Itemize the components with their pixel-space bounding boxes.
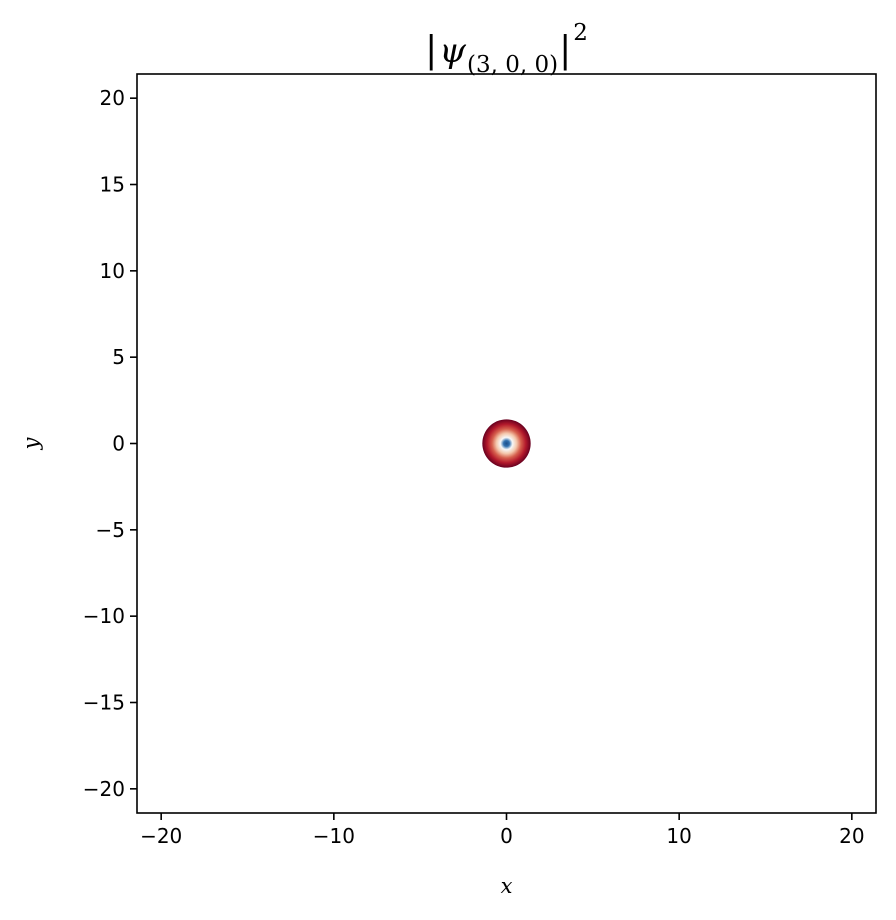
x-axis-label: x: [501, 874, 513, 898]
y-ticks: 20 15 10 5 0 −5 −10 −15 −20: [83, 86, 137, 801]
y-tick-label: −20: [83, 777, 125, 801]
x-tick-label: 20: [839, 824, 864, 848]
title-abs-bar-right: |: [559, 30, 571, 71]
y-tick-label: 0: [112, 432, 125, 456]
x-tick-label: 10: [666, 824, 691, 848]
y-tick-label: 15: [100, 173, 125, 197]
x-tick-label: −20: [140, 824, 182, 848]
x-tick-label: 0: [500, 824, 513, 848]
x-ticks: −20 −10 0 10 20: [140, 813, 865, 848]
probability-density-blob: [482, 419, 531, 468]
y-tick-label: 20: [100, 86, 125, 110]
title-psi: ψ: [439, 31, 466, 71]
x-tick-label: −10: [313, 824, 355, 848]
y-tick-label: 10: [100, 259, 125, 283]
y-tick-label: −5: [96, 518, 125, 542]
title-subscript: (3, 0, 0): [467, 52, 558, 78]
title-abs-bar-left: |: [425, 30, 437, 71]
blob-layer: [482, 419, 531, 468]
y-tick-label: −15: [83, 690, 125, 714]
chart-title: | ψ (3, 0, 0) | 2: [425, 20, 588, 78]
title-exponent: 2: [573, 20, 588, 46]
y-tick-label: −10: [83, 604, 125, 628]
y-axis-label: y: [19, 436, 43, 450]
y-tick-label: 5: [112, 345, 125, 369]
